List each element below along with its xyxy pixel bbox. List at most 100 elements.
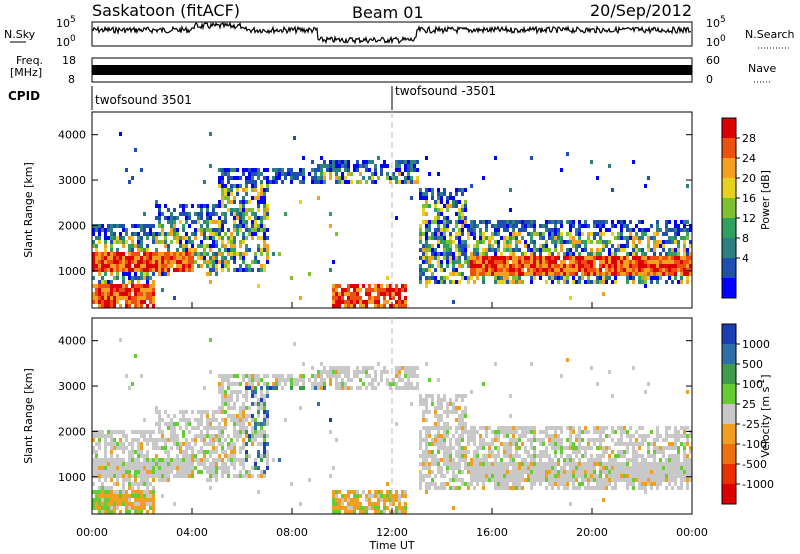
power-cell <box>584 260 587 264</box>
velocity-cell <box>422 462 425 466</box>
velocity-cell <box>659 478 662 482</box>
power-cell <box>659 264 662 268</box>
power-cell <box>569 232 572 236</box>
power-cell <box>137 236 140 240</box>
power-cell <box>92 300 95 304</box>
power-cell <box>101 252 104 256</box>
velocity-cell <box>683 462 686 466</box>
power-cell <box>98 228 101 232</box>
power-cell <box>134 260 137 264</box>
power-cell <box>554 248 557 252</box>
velocity-cell <box>251 374 254 378</box>
velocity-cell <box>581 466 584 470</box>
power-cell <box>632 280 635 284</box>
velocity-cell <box>551 466 554 470</box>
power-cell <box>668 248 671 252</box>
velocity-cell <box>389 382 392 386</box>
power-cell <box>614 260 617 264</box>
velocity-cell <box>101 470 104 474</box>
velocity-cell <box>641 454 644 458</box>
velocity-cell <box>458 442 461 446</box>
power-cell <box>278 172 281 176</box>
velocity-cell <box>260 386 263 390</box>
velocity-cell <box>491 442 494 446</box>
power-cell <box>644 280 647 284</box>
power-cell <box>170 228 173 232</box>
power-cell <box>362 160 365 164</box>
velocity-cell <box>230 438 233 442</box>
velocity-cell <box>440 438 443 442</box>
velocity-cell <box>140 478 143 482</box>
velocity-cell <box>173 462 176 466</box>
velocity-cell <box>557 470 560 474</box>
velocity-cell <box>134 478 137 482</box>
velocity-cell <box>242 458 245 462</box>
velocity-cell <box>491 430 494 434</box>
power-cell <box>515 276 518 280</box>
power-cell <box>545 260 548 264</box>
velocity-cell <box>587 478 590 482</box>
power-cell <box>476 224 479 228</box>
power-cell <box>281 172 284 176</box>
power-cell <box>635 268 638 272</box>
velocity-cell <box>629 442 632 446</box>
velocity-cell <box>422 410 425 414</box>
velocity-cell <box>590 486 593 490</box>
velocity-cell <box>371 506 374 510</box>
power-cell <box>422 192 425 196</box>
power-cell <box>128 276 131 280</box>
velocity-cell <box>440 442 443 446</box>
velocity-cell <box>311 366 314 370</box>
velocity-cell <box>257 414 260 418</box>
power-cell <box>95 260 98 264</box>
velocity-cell <box>566 446 569 450</box>
velocity-cell <box>179 470 182 474</box>
velocity-cell <box>473 426 476 430</box>
power-cell <box>131 236 134 240</box>
velocity-cell <box>353 374 356 378</box>
velocity-cell <box>188 442 191 446</box>
velocity-cell <box>113 506 116 510</box>
velocity-cell <box>278 378 281 382</box>
velocity-cell <box>230 442 233 446</box>
velocity-cell <box>602 426 605 430</box>
velocity-cell <box>368 498 371 502</box>
velocity-cell <box>458 454 461 458</box>
power-cell <box>245 248 248 252</box>
velocity-cell <box>194 442 197 446</box>
velocity-cell <box>233 402 236 406</box>
velocity-cell <box>230 418 233 422</box>
power-cell <box>344 304 347 308</box>
velocity-cell <box>599 470 602 474</box>
velocity-cell <box>425 450 428 454</box>
power-cell <box>137 280 140 284</box>
power-cell <box>356 284 359 288</box>
velocity-cell <box>536 454 539 458</box>
power-cell <box>479 232 482 236</box>
power-cell <box>623 264 626 268</box>
velocity-cell <box>449 402 452 406</box>
velocity-cell <box>242 462 245 466</box>
velocity-cell <box>425 482 428 486</box>
velocity-cell <box>572 446 575 450</box>
velocity-cell <box>317 382 320 386</box>
power-cell <box>353 296 356 300</box>
velocity-cell <box>254 394 257 398</box>
power-cell <box>230 212 233 216</box>
power-cell <box>665 272 668 276</box>
power-cell <box>347 164 350 168</box>
velocity-cell <box>110 478 113 482</box>
velocity-cell <box>575 474 578 478</box>
power-cell <box>434 252 437 256</box>
power-cell <box>233 248 236 252</box>
power-cell <box>644 232 647 236</box>
velocity-cell <box>689 462 692 466</box>
colorbar-swatch <box>722 118 736 139</box>
power-cell <box>527 232 530 236</box>
power-cell <box>317 164 320 168</box>
power-cell <box>227 196 230 200</box>
power-cell <box>161 252 164 256</box>
power-cell <box>191 204 194 208</box>
velocity-cell <box>104 442 107 446</box>
velocity-cell <box>140 434 143 438</box>
